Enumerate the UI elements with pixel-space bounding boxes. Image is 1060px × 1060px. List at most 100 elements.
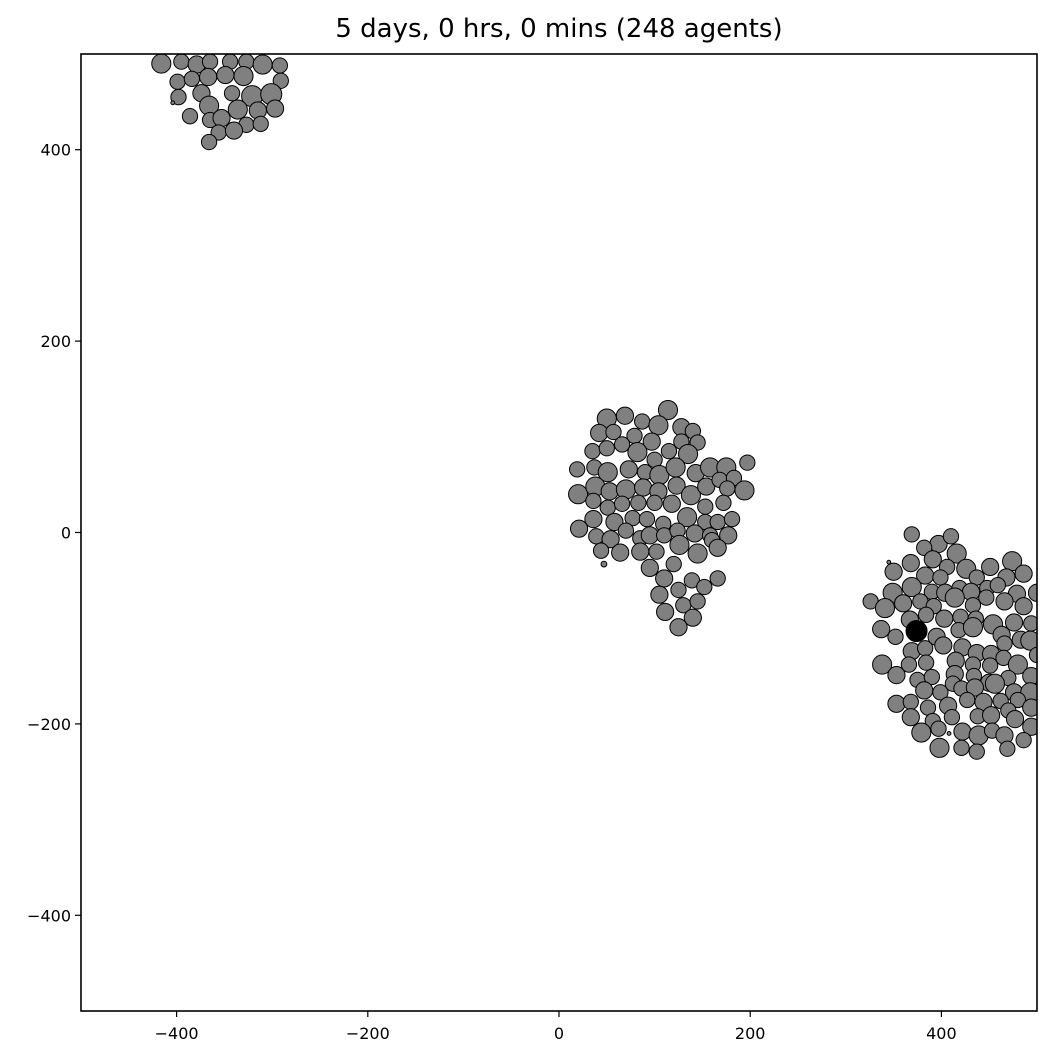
agent-point: [953, 739, 970, 756]
agent-point: [569, 519, 589, 538]
agent-point: [887, 694, 906, 713]
agent-point: [996, 635, 1013, 652]
agent-point: [999, 740, 1016, 757]
agent-point: [201, 54, 219, 70]
y-tick-label: −400: [27, 906, 71, 925]
agent-point: [584, 509, 603, 529]
agent-point: [1014, 564, 1033, 583]
agent-point: [199, 67, 218, 87]
agent-point: [265, 99, 285, 118]
agent-point: [915, 681, 934, 700]
agent-point: [1028, 646, 1037, 664]
agent-point: [734, 480, 755, 501]
y-tick-label: 400: [40, 141, 71, 160]
agent-point: [901, 708, 920, 727]
agent-point: [605, 423, 622, 441]
agent-point: [944, 587, 965, 608]
agent-point: [942, 528, 960, 545]
x-axis: −400 −200 0 200 400: [155, 1011, 957, 1043]
agent-point: [640, 558, 659, 578]
agent-point: [935, 609, 954, 628]
agent-point: [930, 720, 947, 737]
agent-point: [901, 554, 920, 573]
agent-point: [655, 569, 674, 588]
agent-point: [598, 440, 615, 457]
agent-point: [932, 684, 949, 701]
agent-point: [723, 510, 741, 528]
agent-point: [1015, 732, 1032, 749]
agent-point: [894, 594, 913, 613]
agent-point: [872, 654, 893, 675]
agent-point: [739, 454, 756, 471]
highlight-layer: [905, 620, 928, 643]
agent-point: [611, 543, 630, 562]
agent-point: [962, 617, 984, 638]
agent-point: [934, 636, 953, 655]
agent-point: [181, 108, 199, 125]
agent-point: [984, 673, 1005, 694]
agent-point: [989, 576, 1006, 594]
agent-point: [656, 602, 675, 622]
agent-point: [670, 581, 687, 599]
agent-point: [169, 73, 186, 90]
x-tick-label: −200: [346, 1024, 390, 1043]
agent-point: [1020, 630, 1037, 651]
highlighted-agent: [918, 623, 926, 631]
agent-point: [943, 709, 961, 726]
agent-point: [715, 494, 732, 511]
x-tick-label: −400: [155, 1024, 199, 1043]
agent-point: [630, 494, 647, 511]
agent-point: [613, 495, 631, 512]
agent-point: [932, 569, 949, 586]
agent-point: [619, 460, 638, 479]
agent-point: [600, 560, 608, 568]
agent-point: [200, 133, 218, 151]
agent-point: [631, 542, 650, 561]
x-tick-label: 400: [926, 1024, 957, 1043]
agent-point: [1022, 698, 1037, 717]
y-axis: −400 −200 0 200 400: [27, 141, 81, 925]
highlighted-agent: [906, 626, 914, 634]
agent-point: [173, 54, 190, 70]
agent-point: [648, 543, 665, 560]
plot-area: [80, 53, 1038, 1012]
agent-point: [1022, 717, 1037, 736]
agent-point: [689, 593, 706, 610]
agent-point: [272, 72, 289, 89]
agent-point: [627, 442, 648, 463]
agent-point: [968, 743, 985, 760]
agent-point: [1007, 654, 1028, 675]
agent-point: [719, 526, 738, 545]
agent-point: [946, 731, 952, 736]
agent-point: [669, 534, 690, 556]
agent-point: [900, 656, 918, 673]
agent-point: [252, 115, 269, 133]
agent-point: [953, 722, 972, 741]
agent-point: [634, 413, 651, 430]
agent-point: [874, 598, 896, 619]
agent-point: [223, 85, 241, 102]
agent-point: [669, 618, 688, 637]
agent-point: [638, 510, 656, 528]
agent-point: [665, 457, 686, 478]
agent-point: [634, 478, 653, 497]
agent-point: [887, 665, 906, 685]
agent-point: [982, 657, 999, 674]
agent-point: [601, 530, 620, 549]
agent-point: [884, 562, 903, 581]
agent-point: [615, 406, 635, 425]
agent-point: [1004, 613, 1024, 632]
agents-layer: [151, 54, 1037, 760]
agent-point: [667, 476, 686, 495]
agent-point: [978, 589, 995, 606]
agent-point: [964, 597, 982, 614]
agent-point: [946, 543, 967, 564]
agent-point: [959, 691, 976, 709]
agent-point: [696, 578, 713, 596]
agent-point: [982, 706, 1001, 725]
agent-point: [923, 668, 940, 686]
agent-point: [170, 100, 176, 106]
agent-point: [650, 585, 669, 604]
agent-point: [585, 492, 602, 510]
